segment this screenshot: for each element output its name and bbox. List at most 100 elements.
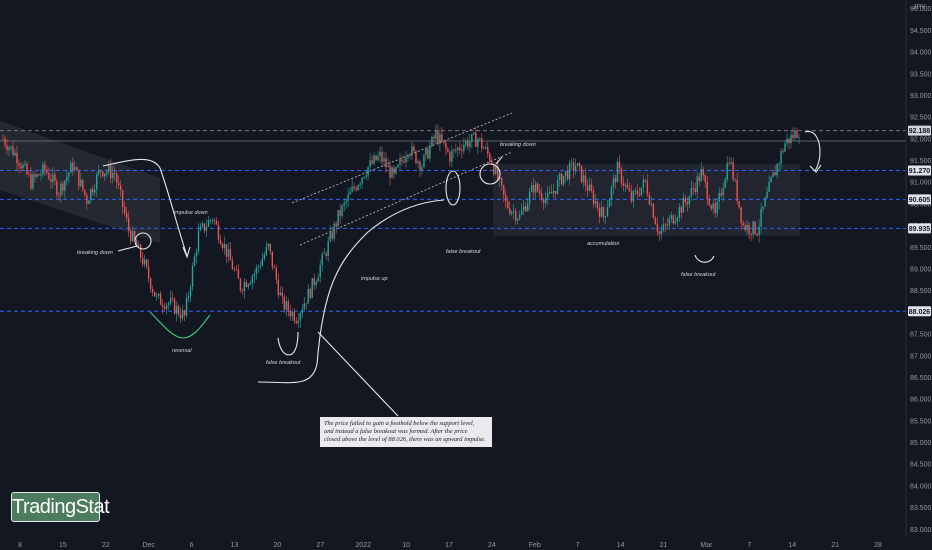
tradingstat-logo: TradingStat [11,492,110,522]
breaking-down-left-arrow [117,245,138,252]
candle-body [786,138,788,144]
candle-body [630,191,633,202]
candle-body [517,218,519,221]
candle-body [766,191,768,198]
candle-body [742,222,744,226]
candle-body [74,167,76,171]
candle-body [690,187,692,197]
annotation-breaking-down-right: breaking down [500,142,536,148]
x-tick-label: 20 [274,542,282,549]
candle-body [88,200,90,204]
candle-body [355,188,357,191]
candle-body [72,162,74,171]
candle-body [616,161,619,183]
candle-body [26,163,28,175]
candle-body [726,163,728,180]
candle-body [2,138,4,140]
candle-body [86,194,88,204]
candle-body [754,221,756,235]
breaking-down-left-circle [134,232,152,250]
annotation-false-breakout-1: false breakout [266,360,301,366]
candle-body [536,183,539,191]
candle-body [94,189,96,193]
candle-body [794,130,796,138]
accumulation-zone [493,164,800,236]
candle-body [271,251,274,267]
candle-body [293,311,295,322]
candle-body [369,160,371,168]
candle-body [552,190,555,194]
candle-body [716,201,718,214]
candle-body [36,174,38,177]
y-tick-label: 85.500 [910,418,932,425]
note-line-3: closed above the level of 88.026, there … [324,436,486,443]
candle-body [245,282,248,288]
candle-body [646,180,649,195]
candle-body [223,244,226,248]
candle-body [636,190,639,195]
price-axis[interactable] [906,0,932,550]
candle-body [12,146,14,156]
candle-body [353,186,355,189]
candle-body [211,219,214,221]
candle-body [642,179,645,188]
explanation-note: The price failed to gain a foothold belo… [320,417,492,447]
candle-body [407,155,409,158]
candle-body [197,230,200,252]
candle-body [118,182,120,186]
candle-body [147,266,150,279]
annotation-impulse-down: impulse down [174,210,208,216]
candle-body [586,185,589,191]
y-tick-label: 93.000 [910,93,932,100]
candle-body [632,190,635,202]
candle-body [343,202,345,206]
candle-body [393,167,395,174]
price-badge-label-range-mid: 90.605 [909,197,931,204]
candle-body [704,175,706,183]
candle-body [127,218,130,231]
candle-body [4,138,6,146]
candle-body [345,201,347,203]
candle-body [764,197,766,207]
candle-body [421,167,423,170]
candle-body [562,175,565,185]
candle-body [441,134,443,142]
candle-body [620,168,623,184]
candle-body [169,297,172,304]
candle-body [46,169,48,174]
candle-body [736,179,738,202]
x-tick-label: Mar [700,542,713,549]
candle-body [403,160,405,163]
candle-body [401,159,403,161]
candle-body [135,240,138,247]
candle-body [457,147,459,151]
candle-body [175,305,178,314]
false-breakout-1-curve [277,331,299,356]
y-tick-label: 86.500 [910,375,932,382]
candle-body [574,165,577,171]
candle-body [415,150,417,164]
candle-body [100,170,102,172]
candle-body [554,190,557,194]
x-tick-label: 13 [231,542,239,549]
candle-body [471,134,473,142]
candle-body [179,314,182,319]
candle-body [465,140,467,145]
time-axis[interactable] [0,538,932,550]
candle-body [30,174,32,189]
candle-body [285,301,287,310]
candle-body [455,149,457,151]
candle-body [281,292,283,297]
candle-body [473,132,475,135]
false-breakout-3-curve [694,254,715,263]
candle-body [495,165,497,174]
y-tick-label: 92.000 [910,136,932,143]
candle-body [770,177,772,182]
candle-body [70,162,72,173]
annotation-accumulation: accumulation [587,241,619,247]
y-tick-label: 94.500 [910,28,932,35]
candle-body [469,141,471,147]
x-tick-label: 21 [660,542,668,549]
candle-body [447,148,449,153]
